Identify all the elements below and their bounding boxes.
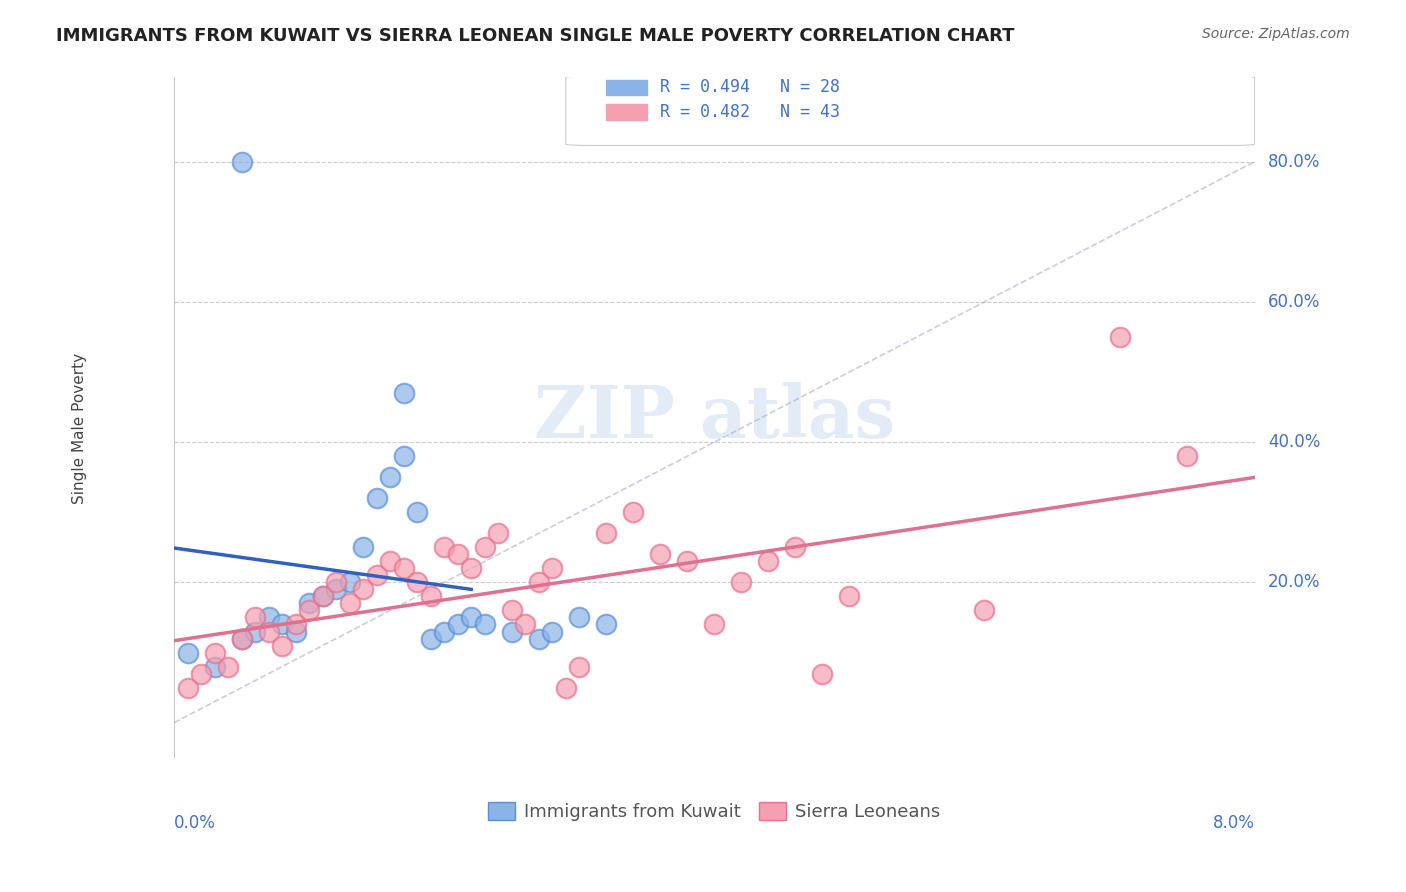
- Point: [973, 603, 995, 617]
- Point: [515, 617, 537, 632]
- Point: [501, 603, 523, 617]
- Point: [474, 541, 496, 555]
- Point: [392, 561, 415, 575]
- Point: [311, 590, 333, 604]
- Point: [380, 470, 402, 484]
- Point: [1175, 449, 1198, 463]
- Text: R = 0.482   N = 43: R = 0.482 N = 43: [661, 103, 841, 120]
- Text: IMMIGRANTS FROM KUWAIT VS SIERRA LEONEAN SINGLE MALE POVERTY CORRELATION CHART: IMMIGRANTS FROM KUWAIT VS SIERRA LEONEAN…: [56, 27, 1015, 45]
- Point: [231, 632, 253, 646]
- Text: R = 0.494   N = 28: R = 0.494 N = 28: [661, 78, 841, 96]
- Point: [325, 575, 347, 590]
- Point: [838, 590, 860, 604]
- Point: [595, 526, 617, 541]
- Point: [231, 632, 253, 646]
- Point: [339, 575, 361, 590]
- Point: [650, 547, 672, 561]
- Point: [284, 624, 307, 639]
- Point: [433, 541, 456, 555]
- Point: [554, 681, 576, 695]
- Point: [231, 154, 253, 169]
- Point: [271, 617, 294, 632]
- Point: [204, 659, 226, 673]
- Point: [419, 590, 441, 604]
- Point: [406, 505, 429, 519]
- FancyBboxPatch shape: [565, 76, 1254, 145]
- Point: [257, 610, 280, 624]
- Point: [284, 617, 307, 632]
- Point: [380, 554, 402, 568]
- Point: [433, 624, 456, 639]
- Point: [474, 617, 496, 632]
- Text: 0.0%: 0.0%: [174, 814, 217, 832]
- Point: [460, 561, 482, 575]
- Point: [392, 449, 415, 463]
- Text: ZIP atlas: ZIP atlas: [534, 382, 896, 453]
- Point: [527, 575, 550, 590]
- Point: [501, 624, 523, 639]
- Bar: [606, 79, 647, 95]
- Point: [298, 603, 321, 617]
- Point: [406, 575, 429, 590]
- Text: 60.0%: 60.0%: [1268, 293, 1320, 311]
- Point: [541, 624, 564, 639]
- Point: [325, 582, 347, 597]
- Point: [352, 541, 374, 555]
- Bar: [606, 104, 647, 120]
- Point: [311, 590, 333, 604]
- Text: 8.0%: 8.0%: [1213, 814, 1254, 832]
- Point: [621, 505, 644, 519]
- Point: [176, 646, 198, 660]
- Legend: Immigrants from Kuwait, Sierra Leoneans: Immigrants from Kuwait, Sierra Leoneans: [479, 793, 949, 830]
- Point: [703, 617, 725, 632]
- Point: [271, 639, 294, 653]
- Text: Source: ZipAtlas.com: Source: ZipAtlas.com: [1202, 27, 1350, 41]
- Point: [595, 617, 617, 632]
- Point: [568, 610, 591, 624]
- Point: [243, 610, 266, 624]
- Point: [243, 624, 266, 639]
- Point: [527, 632, 550, 646]
- Point: [419, 632, 441, 646]
- Point: [447, 547, 470, 561]
- Point: [785, 541, 807, 555]
- Text: 40.0%: 40.0%: [1268, 434, 1320, 451]
- Point: [1108, 330, 1130, 344]
- Text: 20.0%: 20.0%: [1268, 574, 1320, 591]
- Point: [352, 582, 374, 597]
- Point: [366, 491, 388, 506]
- Text: 80.0%: 80.0%: [1268, 153, 1320, 170]
- Point: [447, 617, 470, 632]
- Point: [204, 646, 226, 660]
- Point: [756, 554, 779, 568]
- Point: [392, 386, 415, 401]
- Point: [298, 597, 321, 611]
- Point: [257, 624, 280, 639]
- Point: [568, 659, 591, 673]
- Point: [541, 561, 564, 575]
- Point: [190, 666, 212, 681]
- Point: [730, 575, 752, 590]
- Point: [486, 526, 509, 541]
- Point: [460, 610, 482, 624]
- Point: [676, 554, 699, 568]
- Point: [217, 659, 239, 673]
- Point: [811, 666, 834, 681]
- Point: [366, 568, 388, 582]
- Point: [176, 681, 198, 695]
- Text: Single Male Poverty: Single Male Poverty: [72, 352, 87, 504]
- Point: [339, 597, 361, 611]
